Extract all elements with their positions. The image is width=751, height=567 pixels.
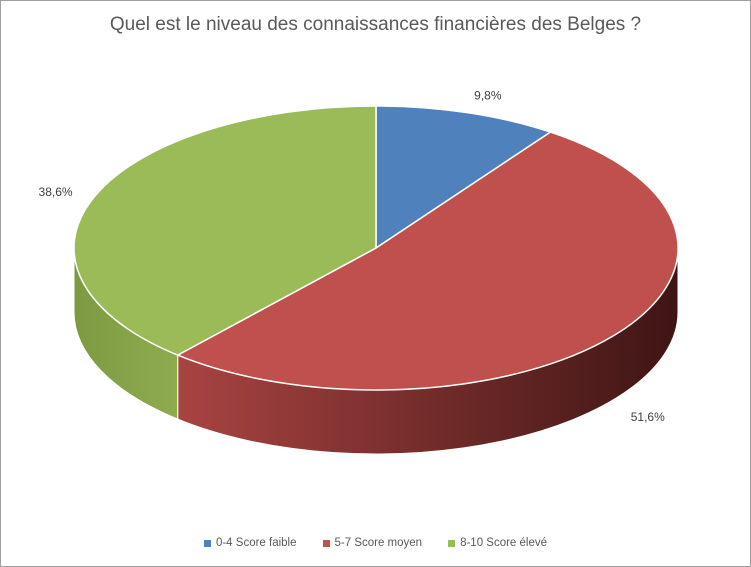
pie-tops — [73, 105, 679, 391]
pie-slice-eleve[interactable] — [73, 105, 377, 356]
legend-item-moyen[interactable]: 5-7 Score moyen — [322, 537, 423, 549]
data-label-faible: 9,8% — [474, 89, 502, 103]
legend-label-eleve: 8-10 Score élevé — [460, 537, 548, 549]
legend-swatch-moyen — [322, 539, 330, 547]
data-label-moyen: 51,6% — [631, 410, 665, 424]
legend-swatch-faible — [203, 539, 211, 547]
legend: 0-4 Score faible 5-7 Score moyen 8-10 Sc… — [0, 537, 751, 549]
legend-label-faible: 0-4 Score faible — [215, 537, 297, 549]
legend-item-eleve[interactable]: 8-10 Score élevé — [448, 537, 547, 549]
data-label-eleve: 38,6% — [39, 185, 73, 199]
pie-data-labels: 9,8% 51,6% 38,6% — [39, 89, 666, 424]
pie-slice-moyen[interactable] — [175, 131, 679, 391]
legend-item-faible[interactable]: 0-4 Score faible — [203, 537, 297, 549]
legend-swatch-eleve — [448, 539, 456, 547]
pie-slice-faible[interactable] — [375, 105, 553, 250]
legend-label-moyen: 5-7 Score moyen — [334, 537, 423, 549]
chart-title: Quel est le niveau des connaissances fin… — [109, 14, 642, 35]
